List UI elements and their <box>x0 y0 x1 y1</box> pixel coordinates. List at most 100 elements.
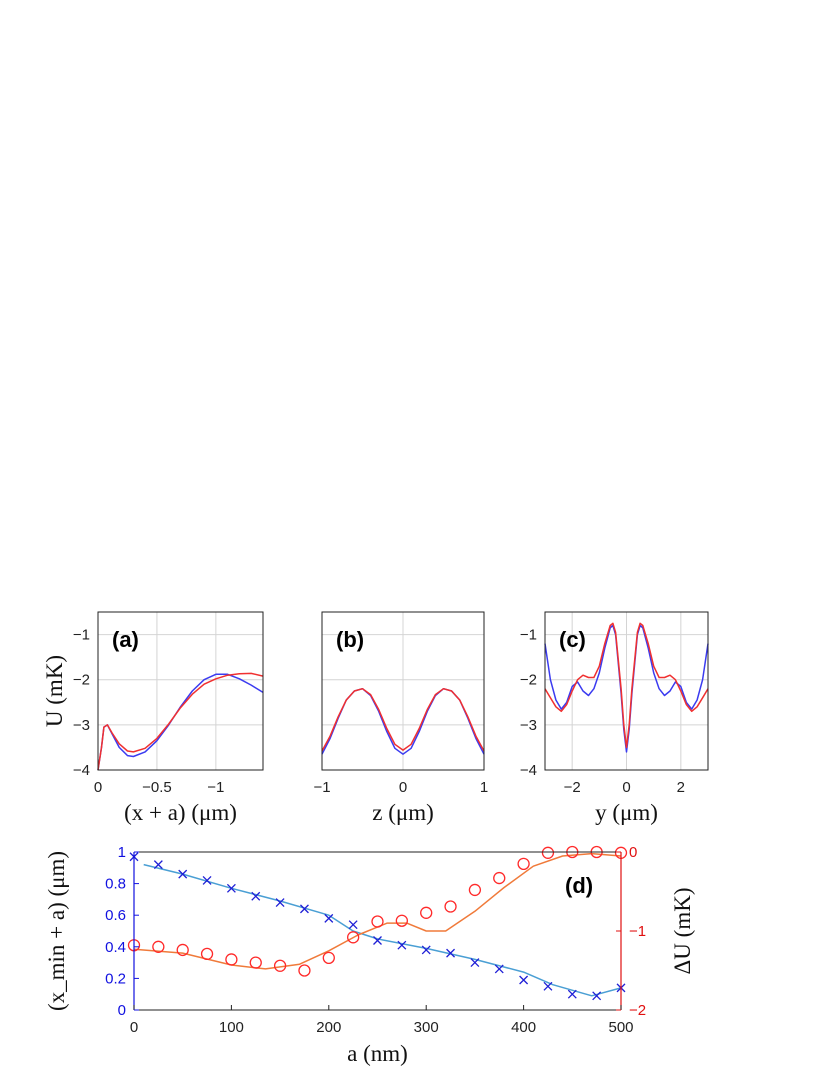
panel-d-xlabel: a (nm) <box>347 1041 408 1066</box>
panel-d-x-marker-14 <box>470 958 480 968</box>
panel-c-xtick-label-2: 2 <box>677 779 685 796</box>
panel-d-x-marker-13 <box>446 948 456 958</box>
panel-b-frame <box>321 611 485 771</box>
panel-a-label: (a) <box>112 627 139 652</box>
panel-d-x-marker-3 <box>202 875 212 885</box>
panel-d-x-marker-4 <box>226 883 236 893</box>
panel-d-x-marker-12 <box>421 945 431 955</box>
panel-d-ticks: 0 100 200 300 400 500 0 0.2 0.4 0.6 0.8 1 −2 −1 0 <box>105 844 646 1036</box>
panel-b-xtick-label-0: −1 <box>313 779 330 796</box>
panel-b: −1 0 1 (b) z (μm) <box>313 611 488 825</box>
panel-d-x-marker-1 <box>153 860 163 870</box>
panel-a-xlabel: (x + a) (μm) <box>124 800 237 825</box>
panel-d-o-marker-6 <box>273 959 287 972</box>
panel-b-label: (b) <box>336 627 364 652</box>
panel-d-x-marker-11 <box>397 940 407 950</box>
panel-d-o-marker-16 <box>517 857 530 870</box>
panel-b-series-1 <box>321 687 485 752</box>
panel-b-ticks: −1 0 1 <box>313 779 488 796</box>
panel-d-o-marker-9 <box>346 931 360 944</box>
panel-d-rtick-label-1: −1 <box>629 923 646 940</box>
panel-d-rtick-label-0: −2 <box>629 1002 646 1019</box>
panel-d-xtick-label-5: 500 <box>608 1019 633 1036</box>
panel-c-label: (c) <box>559 627 586 652</box>
panel-a-series <box>97 672 264 771</box>
panel-d-o-marker-13 <box>444 900 457 913</box>
panel-c-frame <box>544 611 709 771</box>
panel-d-ylabel-left: (x_min + a) (μm) <box>44 851 69 1011</box>
panel-d-o-marker-12 <box>420 906 433 919</box>
panel-d-xtick-label-3: 300 <box>414 1019 439 1036</box>
panel-c-ytick-label-0: −4 <box>520 762 537 779</box>
panel-d-o-marker-17 <box>541 846 555 859</box>
panel-a-ytick-label-1: −3 <box>73 717 90 734</box>
panel-c-series <box>544 622 709 753</box>
panel-c-xlabel: y (μm) <box>595 800 658 825</box>
panel-d-ltick-label-3: 0.6 <box>105 907 126 924</box>
panel-d-xtick-label-2: 200 <box>316 1019 341 1036</box>
panel-d-o-marker-2 <box>176 943 189 957</box>
panel-d-x-marker-10 <box>373 936 382 945</box>
panel-d-x-marker-2 <box>178 869 188 879</box>
panel-d-x-marker-7 <box>299 904 309 914</box>
panel-d-o-marker-11 <box>395 914 409 927</box>
panel-d-o-marker-8 <box>322 951 335 965</box>
panel-d-x-marker-19 <box>592 991 602 1001</box>
panel-a-series-1 <box>97 672 264 771</box>
panel-d-label: (d) <box>565 873 593 898</box>
panel-d-fit-right <box>133 852 622 970</box>
panel-d-x-marker-8 <box>324 913 334 923</box>
panel-d-axes <box>133 851 622 1011</box>
panel-b-xlabel: z (μm) <box>372 800 434 825</box>
panel-d-o-marker-14 <box>468 883 482 897</box>
panel-d-x-marker-6 <box>275 898 285 908</box>
panel-d-ltick-label-2: 0.4 <box>105 939 126 956</box>
panel-c-xtick-label-1: 0 <box>622 779 630 796</box>
panel-c-ytick-label-1: −3 <box>520 717 537 734</box>
panel-c-xtick-label-0: −2 <box>564 779 581 796</box>
panel-b-xtick-label-1: 0 <box>399 779 407 796</box>
panel-d-x-marker-18 <box>567 989 577 999</box>
panel-a: 0 −0.5 −1 −4 −3 −2 −1 (a) (x + a) (μm) U (mK) <box>42 611 264 825</box>
panel-d-x-marker-17 <box>543 981 553 991</box>
panel-d-o-marker-10 <box>371 915 384 928</box>
panel-d-ltick-label-4: 0.8 <box>105 876 126 893</box>
panel-d-series <box>127 845 628 1001</box>
panel-a-series-0 <box>97 673 264 771</box>
panel-a-frame <box>97 611 264 771</box>
panel-c-series-1 <box>544 622 709 749</box>
panel-c-ticks: −2 0 2 −4 −3 −2 −1 <box>520 627 685 796</box>
panel-d-ltick-label-5: 1 <box>118 844 126 861</box>
panel-d-rtick-label-2: 0 <box>629 844 637 861</box>
panel-d-o-marker-3 <box>200 947 214 961</box>
panel-d-xtick-label-4: 400 <box>511 1019 536 1036</box>
panel-c-ytick-label-3: −1 <box>520 627 537 644</box>
panel-d-fit-left <box>143 863 622 997</box>
panel-d-x-marker-5 <box>251 891 261 901</box>
panel-d-x-marker-16 <box>519 975 529 985</box>
panel-a-ylabel: U (mK) <box>42 655 67 727</box>
panel-c: −2 0 2 −4 −3 −2 −1 (c) y (μm) <box>520 611 709 825</box>
panel-a-xtick-label-1: −0.5 <box>142 779 172 796</box>
panel-a-ytick-label-2: −2 <box>73 672 90 689</box>
panel-d-x-marker-9 <box>348 920 358 930</box>
panel-d-xtick-label-0: 0 <box>130 1019 138 1036</box>
panel-a-ytick-label-3: −1 <box>73 627 90 644</box>
panel-d-o-marker-7 <box>298 964 311 977</box>
panel-d-xtick-label-1: 100 <box>219 1019 244 1036</box>
panel-d-ltick-label-0: 0 <box>118 1002 126 1019</box>
panel-a-xtick-label-2: −1 <box>207 779 224 796</box>
panel-d-o-marker-5 <box>249 956 262 969</box>
panel-a-xtick-label-0: 0 <box>94 779 102 796</box>
panel-d-o-marker-1 <box>152 940 165 953</box>
panel-b-series <box>321 687 485 755</box>
panel-c-ytick-label-2: −2 <box>520 672 537 689</box>
panel-a-ytick-label-0: −4 <box>73 762 90 779</box>
panel-b-xtick-label-2: 1 <box>480 779 488 796</box>
panel-d-o-marker-4 <box>225 953 238 966</box>
panel-a-ticks: 0 −0.5 −1 −4 −3 −2 −1 <box>73 627 225 796</box>
panel-d-x-marker-15 <box>494 964 504 974</box>
panel-d-o-marker-15 <box>493 871 506 885</box>
